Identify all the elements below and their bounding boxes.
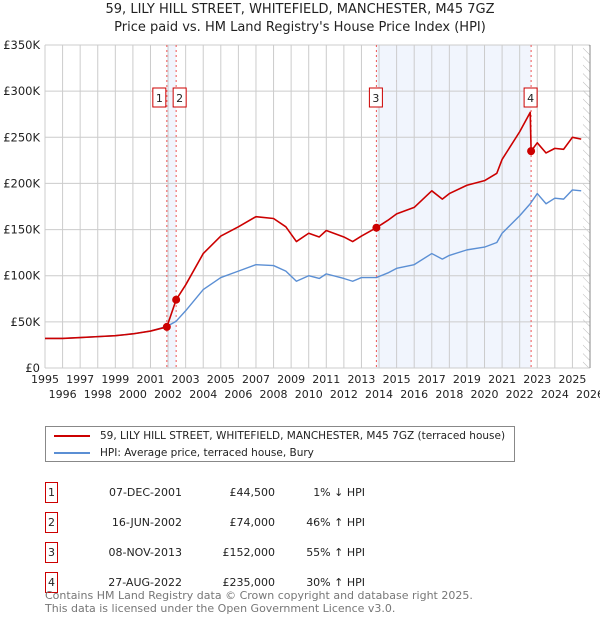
sale-label-box — [368, 87, 383, 108]
sale-label: 4 — [527, 92, 534, 105]
legend-swatch-red — [54, 435, 90, 437]
x-tick-label: 2016 — [400, 388, 428, 401]
y-tick-label: £100K — [3, 269, 40, 283]
y-tick-label: £50K — [11, 315, 41, 329]
legend-label: HPI: Average price, terraced house, Bury — [100, 447, 314, 459]
y-tick-label: £150K — [3, 223, 40, 237]
sale-row: 1 07-DEC-2001 £44,500 1% ↓ HPI — [45, 482, 600, 503]
x-tick-label: 2013 — [347, 373, 375, 386]
x-tick-label: 2002 — [154, 388, 182, 401]
sale-label-box — [172, 87, 187, 108]
sale-point — [172, 295, 181, 304]
x-tick-label: 2003 — [172, 373, 200, 386]
sale-label: 3 — [372, 92, 379, 105]
y-tick-label: £300K — [3, 84, 40, 98]
legend: 59, LILY HILL STREET, WHITEFIELD, MANCHE… — [45, 426, 515, 462]
x-tick-label: 2001 — [136, 373, 164, 386]
x-tick-label: 2012 — [330, 388, 358, 401]
x-tick-label: 2010 — [295, 388, 323, 401]
sale-label: 2 — [176, 92, 183, 105]
x-tick-label: 2004 — [189, 388, 217, 401]
y-tick-label: £350K — [3, 38, 40, 52]
x-tick-label: 2015 — [383, 373, 411, 386]
y-tick-label: £0 — [25, 361, 40, 375]
chart-subtitle: Price paid vs. HM Land Registry's House … — [114, 20, 486, 35]
sale-label: 1 — [156, 92, 163, 105]
sale-row: 2 16-JUN-2002 £74,000 46% ↑ HPI — [45, 512, 600, 533]
x-tick-label: 1999 — [101, 373, 129, 386]
sale-number-badge: 3 — [45, 542, 58, 563]
x-tick-label: 1998 — [84, 388, 112, 401]
x-tick-label: 2024 — [541, 388, 569, 401]
sale-hpi-diff: 1% ↓ HPI — [313, 486, 365, 499]
x-tick-label: 2005 — [207, 373, 235, 386]
sale-number-badge: 2 — [45, 512, 58, 533]
legend-item-property: 59, LILY HILL STREET, WHITEFIELD, MANCHE… — [54, 429, 505, 443]
sale-label-box — [523, 87, 538, 108]
x-tick-label: 2026 — [576, 388, 600, 401]
forecast-hatch — [582, 45, 590, 368]
sale-date: 27-AUG-2022 — [108, 576, 182, 589]
footer-line: This data is licensed under the Open Gov… — [45, 602, 396, 615]
x-tick-label: 2021 — [488, 373, 516, 386]
x-tick-label: 2020 — [471, 388, 499, 401]
sale-hpi-diff: 30% ↑ HPI — [306, 576, 365, 589]
y-tick-label: £250K — [3, 130, 40, 144]
y-tick-label: £200K — [3, 176, 40, 190]
x-tick-label: 2011 — [312, 373, 340, 386]
sale-price: £74,000 — [229, 516, 276, 529]
x-tick-label: 2009 — [277, 373, 305, 386]
shaded-range — [376, 45, 532, 368]
x-tick-label: 2023 — [523, 373, 551, 386]
x-tick-label: 1995 — [31, 373, 59, 386]
x-tick-label: 2017 — [418, 373, 446, 386]
x-tick-label: 2006 — [224, 388, 252, 401]
x-tick-label: 2000 — [119, 388, 147, 401]
plot-area: 1995 1996 1997 1998 1999 2000 2001 2002 2003 2004… — [3, 38, 600, 401]
x-tick-label: 2019 — [453, 373, 481, 386]
sale-row: 4 27-AUG-2022 £235,000 30% ↑ HPI — [45, 572, 600, 593]
x-tick-label: 1996 — [49, 388, 77, 401]
sale-number-badge: 1 — [45, 482, 58, 503]
x-tick-label: 2014 — [365, 388, 393, 401]
x-tick-label: 1997 — [66, 373, 94, 386]
x-tick-label: 2022 — [506, 388, 534, 401]
sale-point — [162, 322, 171, 331]
sale-hpi-diff: 55% ↑ HPI — [306, 546, 365, 559]
legend-item-hpi: HPI: Average price, terraced house, Bury — [54, 446, 314, 460]
sale-hpi-diff: 46% ↑ HPI — [306, 516, 365, 529]
shaded-range — [166, 45, 177, 368]
sale-number-badge: 4 — [45, 572, 58, 593]
sale-date: 07-DEC-2001 — [108, 486, 182, 499]
sale-point — [527, 147, 536, 156]
sale-date: 08-NOV-2013 — [108, 546, 182, 559]
sale-point — [372, 223, 381, 232]
footer-line: Contains HM Land Registry data © Crown c… — [45, 589, 473, 602]
sale-label-box — [152, 87, 167, 108]
sale-date: 16-JUN-2002 — [111, 516, 182, 529]
x-tick-label: 2018 — [435, 388, 463, 401]
x-tick-label: 2007 — [242, 373, 270, 386]
sale-row: 3 08-NOV-2013 £152,000 55% ↑ HPI — [45, 542, 600, 563]
legend-swatch-blue — [54, 452, 90, 454]
legend-label: 59, LILY HILL STREET, WHITEFIELD, MANCHE… — [100, 430, 506, 442]
x-tick-label: 2008 — [260, 388, 288, 401]
sale-price: £44,500 — [229, 486, 276, 499]
sale-price: £152,000 — [222, 546, 276, 559]
sale-price: £235,000 — [222, 576, 276, 589]
x-tick-label: 2025 — [558, 373, 586, 386]
chart-title: 59, LILY HILL STREET, WHITEFIELD, MANCHE… — [105, 2, 495, 17]
